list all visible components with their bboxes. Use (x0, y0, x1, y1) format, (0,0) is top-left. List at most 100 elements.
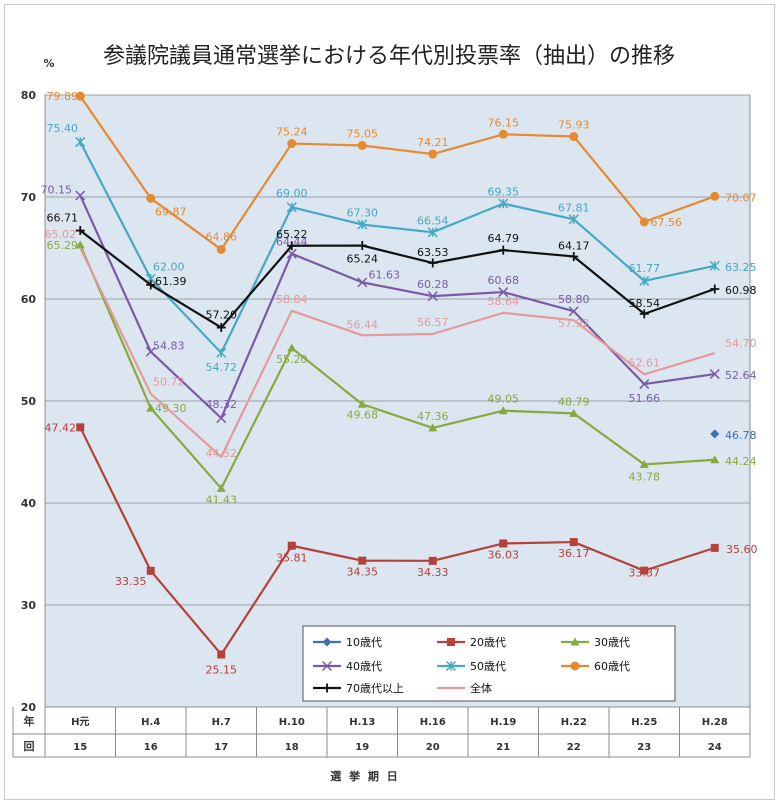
series-point (75, 190, 86, 201)
series-point (710, 543, 719, 552)
data-label: 49.30 (155, 402, 187, 415)
data-label: 58.84 (276, 293, 308, 306)
legend-marker (321, 660, 333, 672)
data-label: 63.53 (417, 246, 449, 259)
series-point (639, 379, 650, 390)
series-point (287, 541, 296, 550)
data-label: 65.29 (47, 239, 79, 252)
data-label: 70.15 (41, 183, 73, 196)
series-point (710, 455, 720, 464)
series-line-1 (79, 426, 716, 656)
x-tick-label: H元 (71, 716, 89, 728)
data-label: 75.24 (276, 126, 308, 139)
session-number: 20 (426, 742, 440, 753)
data-label: 61.77 (629, 262, 661, 275)
voter-turnout-chart: 参議院議員通常選挙における年代別投票率（抽出）の推移% 20 30 40 50 60 70 8… (12, 44, 758, 783)
data-label: 44.24 (725, 455, 757, 468)
data-label: 54.72 (206, 361, 238, 374)
data-label: 34.33 (417, 566, 449, 579)
series-point (357, 140, 367, 150)
session-number: 22 (567, 742, 581, 753)
x-tick-label: H.25 (631, 717, 657, 728)
series-point (569, 132, 579, 142)
data-label: 48.79 (558, 395, 590, 408)
data-label: 25.15 (206, 663, 238, 676)
session-row-label: 回 (24, 739, 35, 753)
data-label: 69.00 (276, 187, 308, 200)
data-label: 75.93 (558, 119, 590, 132)
data-label: 54.70 (725, 337, 757, 350)
series-point (428, 423, 438, 432)
data-label: 56.44 (347, 318, 379, 331)
x-axis-title: 選 挙 期 日 (330, 769, 400, 783)
y-tick-label: 50 (21, 395, 37, 408)
series-point (710, 284, 720, 294)
legend-marker (570, 637, 580, 646)
legend-label: 10歳代 (346, 636, 382, 649)
data-label: 61.39 (155, 275, 187, 288)
data-label: 57.92 (558, 317, 590, 330)
session-number: 23 (637, 742, 651, 753)
legend-marker (322, 683, 332, 693)
data-label: 51.66 (629, 392, 661, 405)
series-point (146, 566, 155, 575)
session-number: 19 (355, 742, 369, 753)
data-label: 41.43 (206, 493, 238, 506)
data-label: 69.35 (488, 186, 520, 199)
data-label: 52.61 (629, 356, 661, 369)
session-number: 18 (285, 742, 299, 753)
data-label: 58.54 (629, 297, 661, 310)
series-point (498, 287, 509, 298)
data-label: 75.40 (47, 122, 79, 135)
legend-label: 70歳代以上 (346, 682, 404, 695)
data-label: 65.22 (276, 228, 308, 241)
legend-label: 全体 (470, 681, 492, 695)
series-point (216, 244, 226, 254)
series-point (287, 139, 297, 149)
data-label: 48.32 (206, 398, 238, 411)
series-point (216, 413, 227, 424)
series-point (639, 309, 649, 319)
series-point (499, 539, 508, 548)
series-point (146, 280, 156, 290)
legend-marker (447, 638, 455, 646)
y-tick-label: 60 (21, 293, 37, 306)
series-line-4 (79, 141, 715, 354)
series-point (287, 241, 297, 251)
data-label: 66.71 (47, 212, 79, 225)
session-number: 24 (708, 742, 722, 753)
data-label: 65.02 (45, 228, 77, 241)
data-label: 75.05 (347, 127, 379, 140)
legend-label: 60歳代 (594, 660, 630, 673)
series-point (217, 650, 226, 659)
data-label: 35.81 (276, 552, 308, 565)
series-point (76, 423, 85, 432)
series-point (75, 226, 85, 236)
legend-label: 20歳代 (470, 636, 506, 649)
data-label: 64.17 (558, 239, 590, 252)
data-label: 58.80 (558, 293, 590, 306)
series-point (710, 191, 720, 201)
data-label: 57.20 (206, 309, 238, 322)
series-point (569, 251, 579, 261)
session-number: 16 (144, 742, 158, 753)
data-label: 64.86 (206, 230, 238, 243)
legend-label: 50歳代 (470, 660, 506, 673)
series-point (75, 136, 86, 147)
series-point (287, 343, 297, 352)
data-label: 70.07 (725, 191, 757, 204)
data-label: 47.42 (45, 421, 77, 434)
data-label: 33.35 (115, 575, 147, 588)
data-label: 67.30 (347, 207, 379, 220)
data-label: 36.03 (488, 548, 520, 561)
series-point (75, 240, 85, 249)
series-point (428, 149, 438, 159)
series-point (286, 202, 297, 213)
series-point (357, 219, 368, 230)
legend-label: 30歳代 (594, 636, 630, 649)
series-line-6 (79, 229, 716, 329)
session-number: 21 (496, 742, 510, 753)
series-point (146, 403, 156, 412)
series-point (709, 260, 720, 271)
data-label: 64.79 (488, 232, 520, 245)
